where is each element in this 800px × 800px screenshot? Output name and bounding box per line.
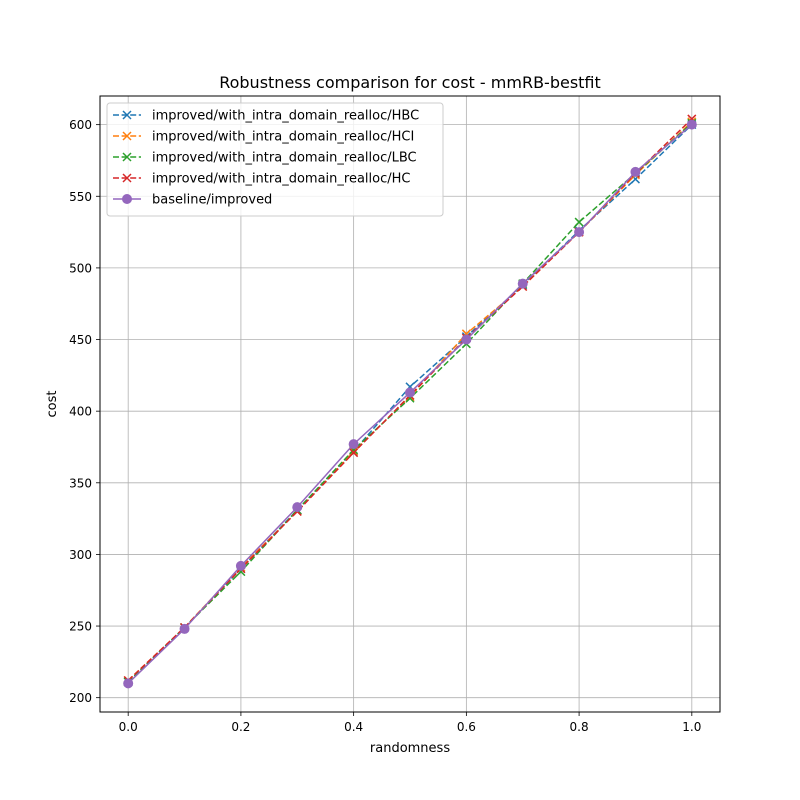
x-tick-label: 0.4 — [344, 720, 363, 734]
legend-label: improved/with_intra_domain_realloc/HC — [152, 172, 410, 187]
data-point — [517, 278, 528, 289]
series-5 — [123, 119, 697, 689]
legend-box — [106, 102, 444, 217]
chart-title: Robustness comparison for cost - mmRB-be… — [219, 73, 601, 92]
y-tick-label: 550 — [69, 190, 92, 204]
x-tick-label: 0.8 — [570, 720, 589, 734]
data-point — [461, 334, 472, 345]
legend: improved/with_intra_domain_realloc/HBCim… — [106, 102, 444, 217]
legend-entry: improved/with_intra_domain_realloc/HBC — [113, 109, 419, 124]
y-tick-label: 350 — [69, 476, 92, 490]
series-layer — [123, 114, 697, 689]
legend-entry: improved/with_intra_domain_realloc/LBC — [113, 151, 417, 166]
x-axis: 0.0 0.2 0.4 0.6 0.8 1.0 — [119, 712, 701, 734]
legend-entry: improved/with_intra_domain_realloc/HC — [113, 172, 410, 187]
y-tick-label: 600 — [69, 118, 92, 132]
x-tick-label: 0.6 — [457, 720, 476, 734]
y-tick-label: 450 — [69, 333, 92, 347]
x-tick-label: 0.0 — [119, 720, 138, 734]
y-axis-label: cost — [45, 391, 60, 418]
data-point — [349, 448, 359, 458]
x-axis-label: randomness — [370, 741, 450, 756]
x-tick-label: 0.2 — [231, 720, 250, 734]
data-point — [574, 227, 585, 238]
legend-marker — [122, 152, 132, 162]
legend-label: improved/with_intra_domain_realloc/HBC — [152, 109, 419, 124]
y-tick-label: 300 — [69, 548, 92, 562]
legend-entry: baseline/improved — [113, 193, 272, 208]
data-point — [686, 119, 697, 130]
legend-label: improved/with_intra_domain_realloc/HCI — [152, 130, 414, 145]
y-tick-label: 250 — [69, 620, 92, 634]
data-point — [349, 446, 359, 456]
y-tick-label: 500 — [69, 261, 92, 275]
legend-marker — [122, 194, 132, 204]
x-tick-label: 1.0 — [682, 720, 701, 734]
data-point — [123, 678, 134, 689]
data-point — [348, 439, 359, 450]
data-point — [574, 217, 584, 227]
plot-frame — [99, 95, 721, 713]
legend-marker — [122, 173, 132, 183]
legend-entry: improved/with_intra_domain_realloc/HCI — [113, 130, 414, 145]
data-point — [630, 166, 641, 177]
legend-label: improved/with_intra_domain_realloc/LBC — [152, 151, 417, 166]
y-axis: 200 250 300 350 400 450 500 550 600 — [69, 118, 100, 705]
data-point — [235, 560, 246, 571]
legend-marker — [122, 131, 132, 141]
legend-marker — [122, 110, 132, 120]
y-tick-label: 200 — [69, 691, 92, 705]
data-point — [405, 387, 415, 398]
y-tick-label: 400 — [69, 405, 92, 419]
legend-label: baseline/improved — [152, 193, 272, 208]
data-point — [292, 502, 303, 513]
data-point — [179, 623, 190, 634]
